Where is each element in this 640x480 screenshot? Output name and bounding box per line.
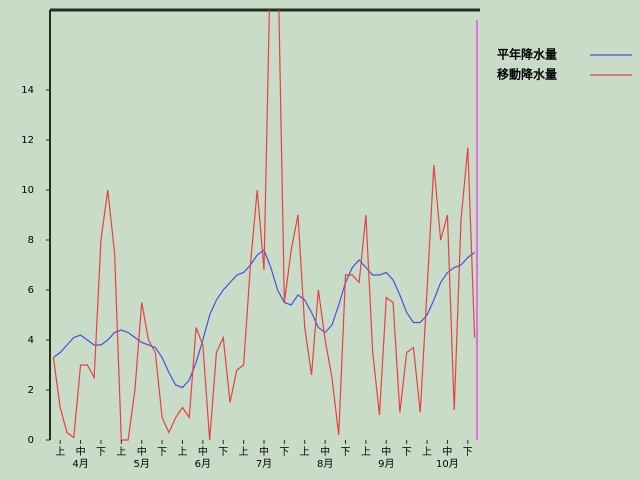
x-tick-label: 下: [463, 447, 473, 458]
plot-area: [52, 10, 476, 441]
y-tick-label: 0: [28, 435, 34, 446]
y-tick-label: 8: [28, 235, 34, 246]
x-tick-label: 上: [361, 446, 371, 458]
legend-label: 移動降水量: [497, 67, 557, 82]
x-tick-label: 中: [381, 445, 391, 458]
x-tick-label: 中: [137, 445, 147, 458]
x-tick-label: 中: [198, 445, 208, 458]
x-tick-label: 中: [320, 445, 330, 458]
month-label: 9月: [378, 458, 394, 470]
x-tick-label: 上: [177, 446, 187, 458]
x-tick-label: 下: [218, 447, 228, 458]
x-tick-label: 下: [157, 447, 167, 458]
x-tick-label: 中: [259, 445, 269, 458]
x-tick-label: 上: [422, 446, 432, 458]
month-label: 5月: [134, 458, 150, 470]
x-tick-label: 上: [239, 446, 249, 458]
x-tick-label: 下: [402, 447, 412, 458]
y-tick-label: 6: [28, 285, 34, 296]
y-tick-label: 10: [21, 185, 34, 196]
month-label: 10月: [436, 458, 459, 470]
x-tick-label: 上: [116, 446, 126, 458]
month-label: 8月: [317, 458, 333, 470]
x-tick-label: 上: [55, 446, 65, 458]
x-tick-label: 下: [279, 447, 289, 458]
series-line: [52, 10, 476, 441]
y-tick-label: 2: [28, 385, 34, 396]
month-label: 4月: [72, 458, 88, 470]
legend-label: 平年降水量: [497, 47, 557, 62]
x-tick-label: 中: [76, 445, 86, 458]
month-label: 7月: [256, 458, 272, 470]
x-tick-label: 上: [300, 446, 310, 458]
x-tick-label: 下: [341, 447, 351, 458]
y-tick-label: 4: [28, 335, 34, 346]
y-tick-label: 12: [21, 135, 34, 146]
y-tick-label: 14: [21, 85, 34, 96]
month-label: 6月: [195, 458, 211, 470]
x-tick-label: 下: [96, 447, 106, 458]
x-tick-label: 中: [442, 445, 452, 458]
